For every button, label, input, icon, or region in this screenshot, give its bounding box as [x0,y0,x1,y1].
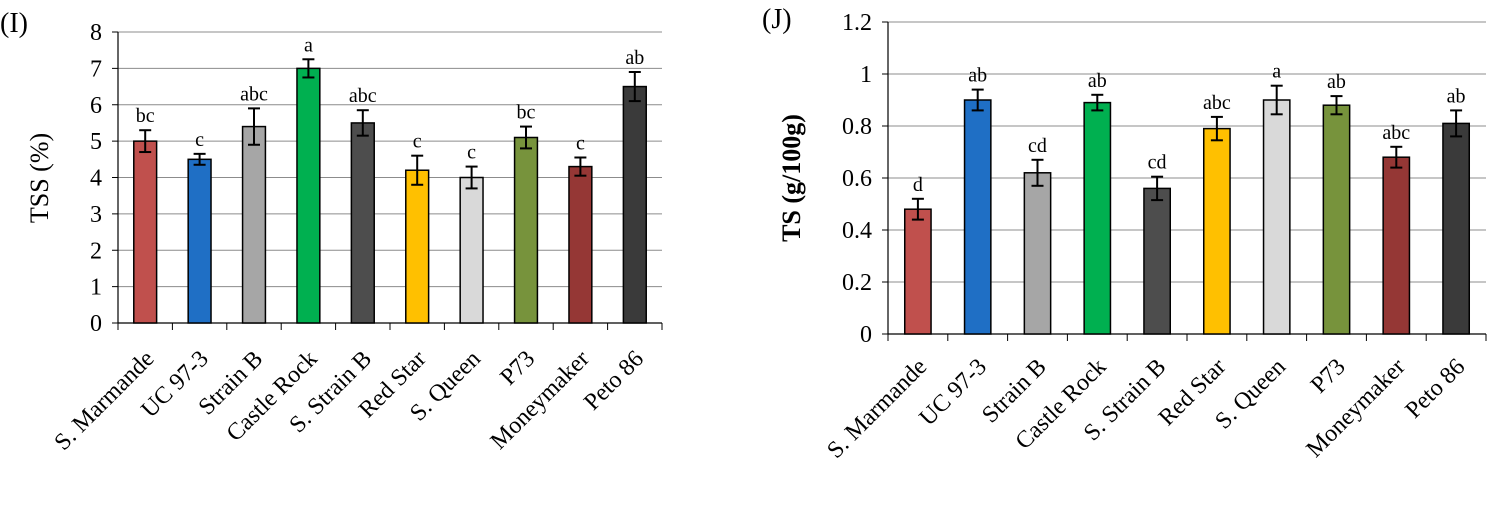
significance-label-j-9: ab [1447,85,1466,107]
category-label-j-0: S. Marmande [822,354,932,464]
y-tick-label-i-7: 7 [90,56,102,82]
significance-label-i-0: bc [136,105,155,127]
bar-j-8 [1382,156,1411,335]
bar-j-4 [1143,187,1172,335]
significance-label-i-5: c [413,131,422,153]
y-tick-label-j-4: 0.8 [842,114,872,140]
significance-label-j-7: ab [1327,71,1346,93]
bar-i-7 [513,136,539,324]
y-tick-label-i-2: 2 [90,238,102,264]
significance-label-i-8: c [576,132,585,154]
bar-i-0 [133,140,158,324]
significance-label-j-4: cd [1148,152,1167,174]
y-axis-label-j: TS (g/100g) [777,114,806,242]
panel-label-j: (J) [762,4,792,35]
chart-panel-j: 0 0.2 0.4 0.6 0.8 1 1.2 d S. Marmande ab UC 97-3 cd… [762,4,1487,464]
significance-label-i-4: abc [349,85,377,107]
significance-label-i-2: abc [240,83,268,105]
y-tick-label-j-5: 1 [860,62,872,88]
bar-i-5 [405,169,430,324]
bar-i-6 [459,176,484,324]
significance-label-i-6: c [467,142,476,164]
bar-j-5 [1202,127,1231,335]
category-label-i-9: Peto 86 [579,346,649,416]
significance-label-j-2: cd [1028,135,1047,157]
y-tick-label-j-1: 0.2 [842,270,872,296]
significance-label-j-6: a [1272,61,1281,83]
y-tick-label-i-0: 0 [90,311,102,337]
significance-label-j-8: abc [1382,122,1410,144]
category-label-j-1: UC 97-3 [915,354,992,431]
bar-j-6 [1262,99,1291,335]
significance-label-i-1: c [195,129,204,151]
significance-label-i-9: ab [625,47,644,69]
y-tick-label-j-0: 0 [860,322,872,348]
bar-j-0 [903,208,932,335]
y-tick-label-i-6: 6 [90,93,102,119]
y-tick-label-i-8: 8 [90,20,102,46]
bar-i-3 [296,67,321,324]
y-tick-label-i-4: 4 [90,166,102,192]
bar-j-7 [1322,104,1351,335]
significance-label-i-7: bc [517,102,536,124]
significance-label-i-3: a [304,34,313,56]
panel-label-i: (I) [0,8,28,39]
bar-i-2 [241,125,267,324]
category-label-j-9: Peto 86 [1401,354,1471,424]
bar-j-3 [1083,101,1112,335]
y-tick-label-i-1: 1 [90,275,102,301]
y-tick-label-i-3: 3 [90,202,102,228]
bar-i-8 [568,165,593,324]
bar-j-2 [1023,172,1052,335]
bar-j-9 [1442,122,1471,335]
bar-j-1 [963,99,992,335]
y-tick-label-j-3: 0.6 [842,166,872,192]
significance-label-j-0: d [913,174,923,196]
category-label-j-7: P73 [1306,354,1351,399]
significance-label-j-3: ab [1088,70,1107,92]
bar-i-4 [350,122,375,324]
significance-label-j-5: abc [1203,92,1231,114]
bar-i-9 [622,85,647,324]
significance-label-j-1: ab [968,65,987,87]
y-tick-label-j-6: 1.2 [842,10,872,36]
y-axis-label-i: TSS (%) [25,133,54,223]
category-label-i-8: Moneymaker [486,346,595,455]
y-tick-label-i-5: 5 [90,129,102,155]
bar-i-1 [187,158,212,324]
category-label-i-7: P73 [495,346,540,391]
y-tick-label-j-2: 0.4 [842,218,872,244]
